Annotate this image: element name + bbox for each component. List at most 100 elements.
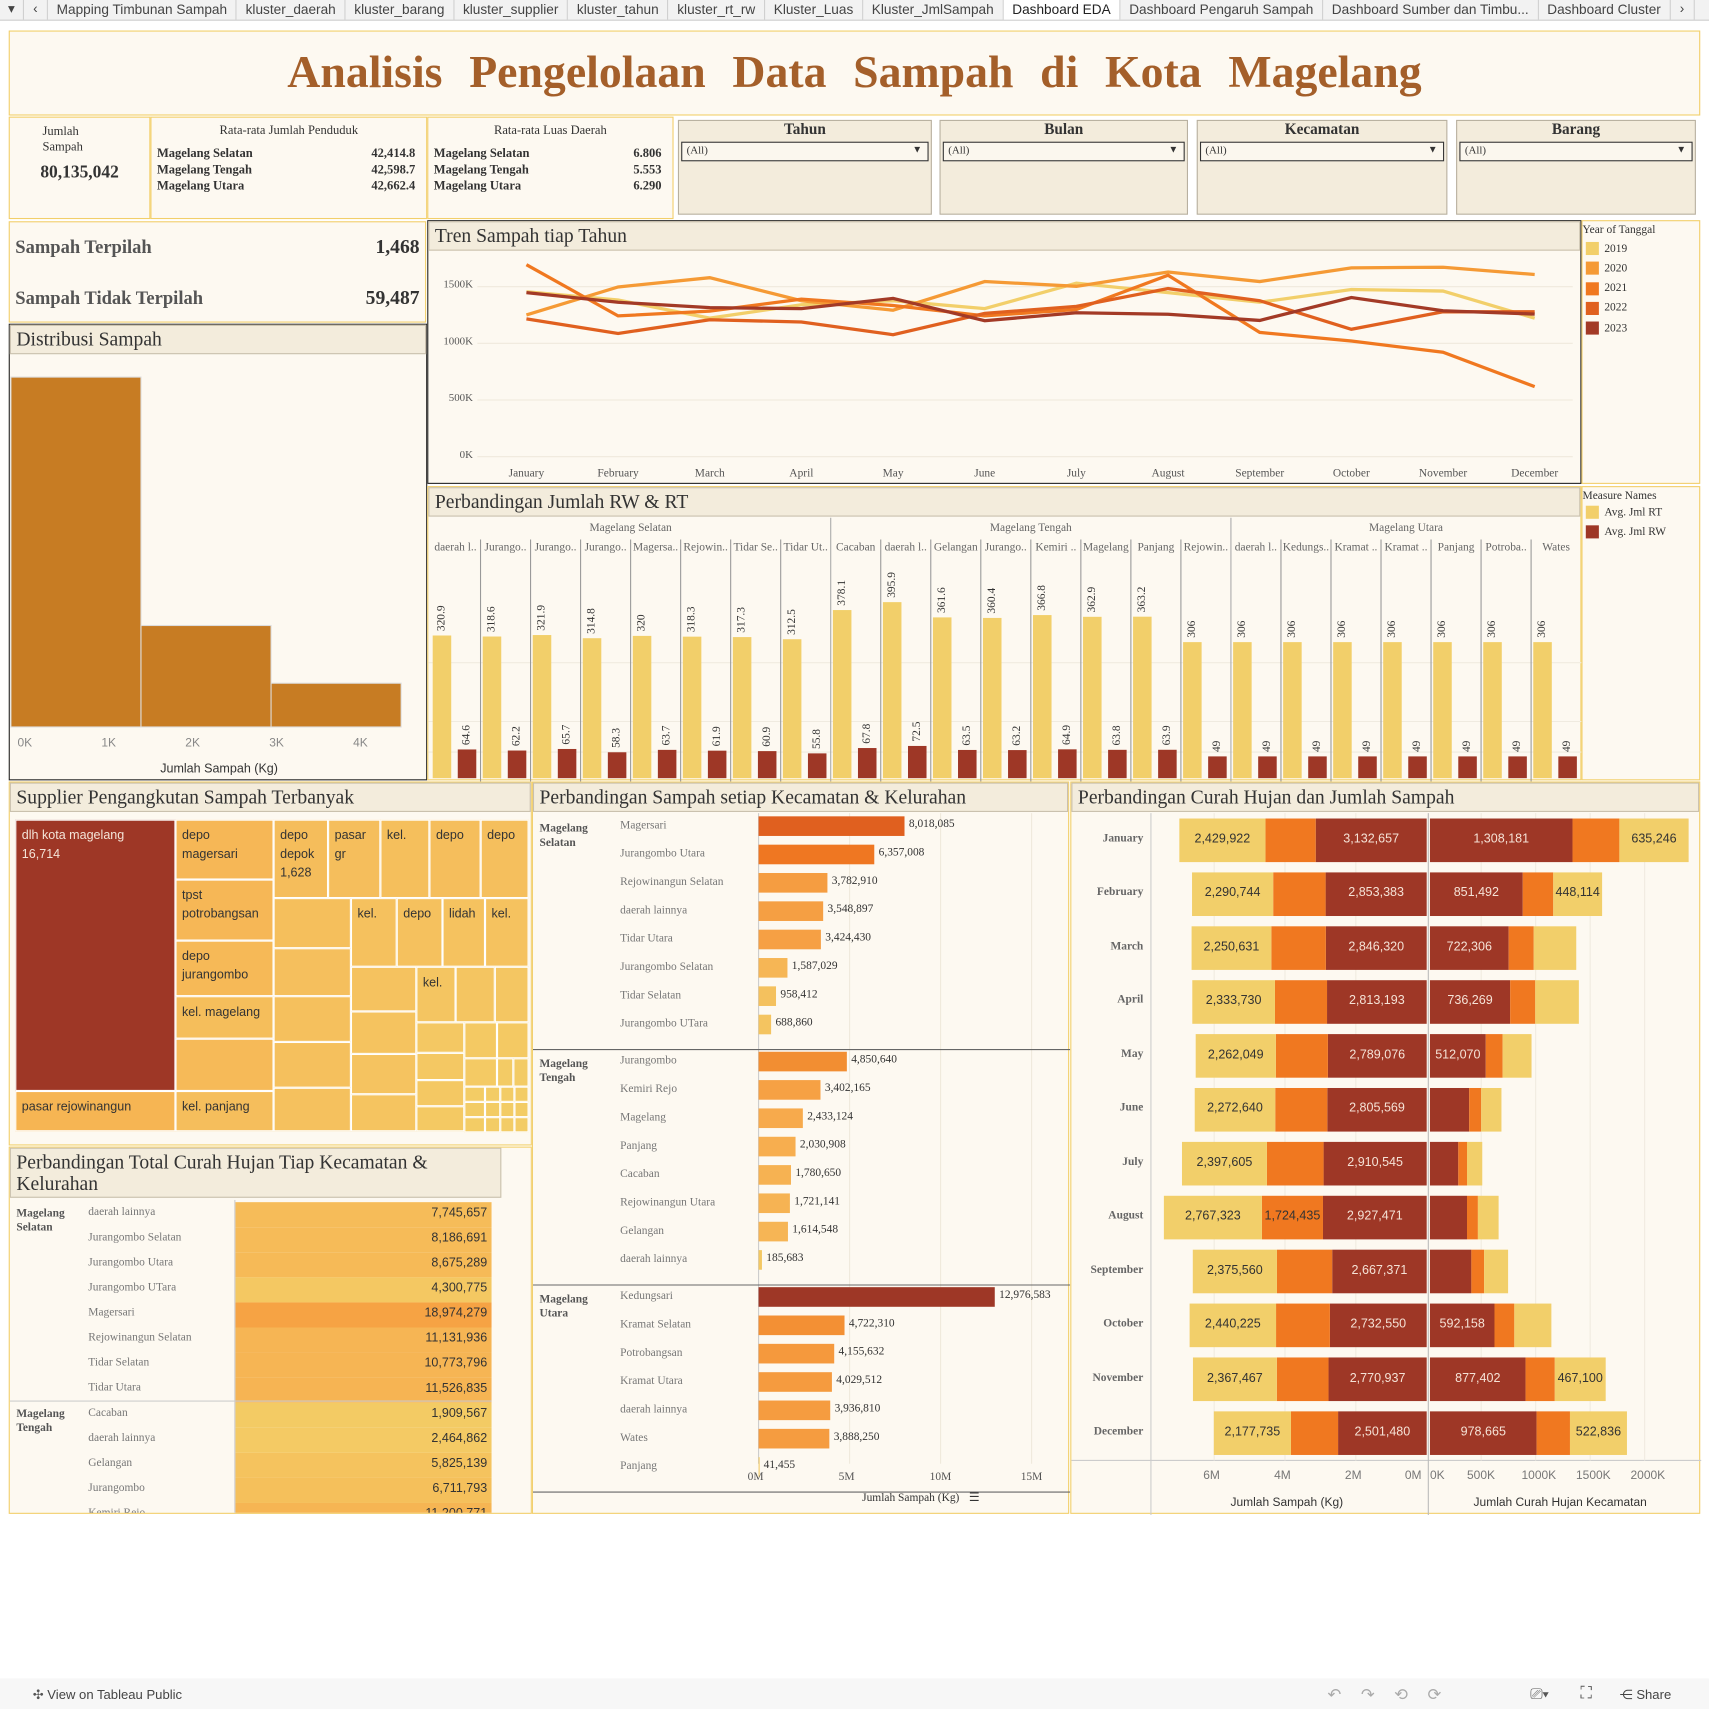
filter-dropdown[interactable]: (All) ▼ xyxy=(1459,141,1693,162)
treemap-cell[interactable] xyxy=(496,1058,514,1087)
treemap-cell[interactable]: lidah xyxy=(442,898,486,967)
treemap-cell[interactable] xyxy=(455,966,495,1023)
treemap-cell[interactable] xyxy=(416,1052,465,1081)
tab-dashboard-cluster[interactable]: Dashboard Cluster xyxy=(1539,0,1671,20)
kelurahan-label: daerah lainnya xyxy=(88,1432,156,1445)
share-icon: ⋲ xyxy=(1619,1687,1633,1703)
tab-kluster-barang[interactable]: kluster_barang xyxy=(346,0,455,20)
curah-segment xyxy=(1569,1411,1627,1455)
undo-icon[interactable]: ↶ xyxy=(1327,1686,1361,1705)
treemap-cell[interactable]: depo magersari xyxy=(175,819,274,880)
treemap-cell[interactable] xyxy=(485,1101,501,1118)
treemap-cell[interactable] xyxy=(485,1117,501,1133)
treemap-cell[interactable] xyxy=(416,1080,465,1107)
treemap-cell[interactable] xyxy=(464,1117,486,1133)
fullscreen-icon[interactable]: ⛶ xyxy=(1580,1683,1592,1703)
treemap-cell[interactable] xyxy=(175,1038,274,1091)
treemap-cell[interactable]: dlh kota magelang 16,714 xyxy=(15,819,176,1091)
column-divider xyxy=(234,1199,236,1513)
tab-kluster-daerah[interactable]: kluster_daerah xyxy=(237,0,346,20)
tab-scroll-left-button[interactable]: ‹ xyxy=(24,0,48,20)
treemap-cell[interactable] xyxy=(500,1101,515,1118)
treemap-cell[interactable] xyxy=(496,1022,529,1059)
rt-value-label: 306 xyxy=(1386,620,1398,637)
treemap-cell[interactable] xyxy=(494,966,529,1023)
treemap-cell[interactable] xyxy=(500,1117,515,1133)
treemap-cell[interactable] xyxy=(500,1086,515,1102)
treemap-cell[interactable] xyxy=(514,1117,529,1133)
legend-item[interactable]: Avg. Jml RT xyxy=(1585,505,1662,519)
treemap-cell[interactable] xyxy=(273,1041,351,1088)
treemap-cell[interactable]: kel. xyxy=(380,819,430,899)
tab-dashboard-sumber-dan-timbu-[interactable]: Dashboard Sumber dan Timbu... xyxy=(1323,0,1539,20)
treemap-cell[interactable] xyxy=(464,1086,486,1102)
treemap-cell[interactable]: depo jurangombo xyxy=(175,940,274,997)
treemap-cell[interactable] xyxy=(273,1087,351,1132)
tab-kluster-tahun[interactable]: kluster_tahun xyxy=(568,0,669,20)
treemap-cell[interactable]: depo depok 1,628 xyxy=(273,819,329,899)
tab-scroll-right-button[interactable]: › xyxy=(1671,0,1695,20)
histogram-bar xyxy=(10,376,142,728)
treemap-cell[interactable]: depo xyxy=(429,819,481,899)
treemap-label: pasar rejowinangun xyxy=(21,1100,132,1114)
kecamatan-name: Magelang Tengah xyxy=(156,163,253,177)
treemap-cell[interactable] xyxy=(273,996,351,1042)
tab-kluster-rt-rw[interactable]: kluster_rt_rw xyxy=(669,0,766,20)
treemap-cell[interactable]: pasar rejowinangun xyxy=(15,1090,176,1132)
treemap-cell[interactable] xyxy=(273,948,351,997)
treemap-cell[interactable] xyxy=(514,1086,529,1102)
filter-dropdown[interactable]: (All) ▼ xyxy=(942,141,1185,162)
treemap-cell[interactable] xyxy=(416,1022,465,1053)
refresh-icon[interactable]: ⟳ xyxy=(1427,1686,1461,1705)
legend-item[interactable]: 2020 xyxy=(1585,261,1627,275)
kecamatan-name: Magelang Selatan xyxy=(156,147,253,161)
view-on-tableau-link[interactable]: ✣ View on Tableau Public xyxy=(33,1687,182,1702)
sort-icon[interactable]: ☰ xyxy=(968,1490,980,1505)
treemap-cell[interactable] xyxy=(513,1058,529,1087)
segment-value-label: 2,250,631 xyxy=(1203,940,1260,954)
sampah-segment xyxy=(1189,1303,1277,1348)
legend-item[interactable]: 2023 xyxy=(1585,321,1627,335)
treemap-cell[interactable] xyxy=(350,1094,417,1132)
left-tick-label: 0M xyxy=(1404,1469,1422,1483)
tab-mapping-timbunan-sampah[interactable]: Mapping Timbunan Sampah xyxy=(48,0,237,20)
treemap-cell[interactable]: kel. magelang xyxy=(175,996,274,1039)
legend-item[interactable]: 2021 xyxy=(1585,281,1627,295)
kelurahan-bar xyxy=(758,1051,847,1072)
treemap-cell[interactable]: kel. panjang xyxy=(175,1090,274,1132)
redo-icon[interactable]: ↷ xyxy=(1360,1686,1395,1705)
legend-item[interactable]: 2022 xyxy=(1585,301,1627,315)
treemap-cell[interactable]: depo xyxy=(396,898,443,967)
treemap-cell[interactable] xyxy=(273,898,351,949)
tab-dashboard-eda[interactable]: Dashboard EDA xyxy=(1003,0,1121,20)
treemap-cell[interactable]: kel. xyxy=(350,898,397,967)
treemap-cell[interactable] xyxy=(464,1101,486,1118)
treemap-cell[interactable] xyxy=(464,1022,497,1059)
filter-dropdown[interactable]: (All) ▼ xyxy=(1199,141,1445,162)
tab-menu-button[interactable]: ▾ xyxy=(0,0,24,20)
device-preview-icon[interactable]: ⎚▾ xyxy=(1530,1684,1549,1703)
legend-item[interactable]: Avg. Jml RW xyxy=(1585,525,1666,539)
treemap-cell[interactable] xyxy=(485,1086,501,1102)
treemap-cell[interactable]: kel. xyxy=(485,898,529,967)
tab-kluster-jmlsampah[interactable]: Kluster_JmlSampah xyxy=(863,0,1004,20)
treemap-cell[interactable] xyxy=(514,1101,529,1118)
treemap-cell[interactable]: pasar gr xyxy=(328,819,381,899)
treemap-cell[interactable] xyxy=(350,966,417,1012)
tab-kluster-luas[interactable]: Kluster_Luas xyxy=(765,0,864,20)
treemap-cell[interactable]: tpst potrobangsan xyxy=(175,879,274,941)
legend-item[interactable]: 2019 xyxy=(1585,241,1627,256)
treemap-cell[interactable] xyxy=(464,1058,497,1087)
treemap-cell[interactable] xyxy=(416,1106,465,1132)
treemap-cell[interactable] xyxy=(350,1053,417,1095)
treemap-cell[interactable]: kel. xyxy=(416,966,456,1023)
treemap-cell[interactable]: depo xyxy=(480,819,529,899)
tab-kluster-supplier[interactable]: kluster_supplier xyxy=(454,0,569,20)
revert-icon[interactable]: ⟲ xyxy=(1394,1686,1428,1705)
rw-bar xyxy=(757,751,777,779)
filter-dropdown[interactable]: (All) ▼ xyxy=(681,141,929,162)
share-button[interactable]: ⋲ Share xyxy=(1620,1687,1672,1702)
tab-dashboard-pengaruh-sampah[interactable]: Dashboard Pengaruh Sampah xyxy=(1121,0,1324,20)
treemap-cell[interactable] xyxy=(350,1011,417,1054)
segment-value-label: 2,440,225 xyxy=(1204,1317,1261,1331)
